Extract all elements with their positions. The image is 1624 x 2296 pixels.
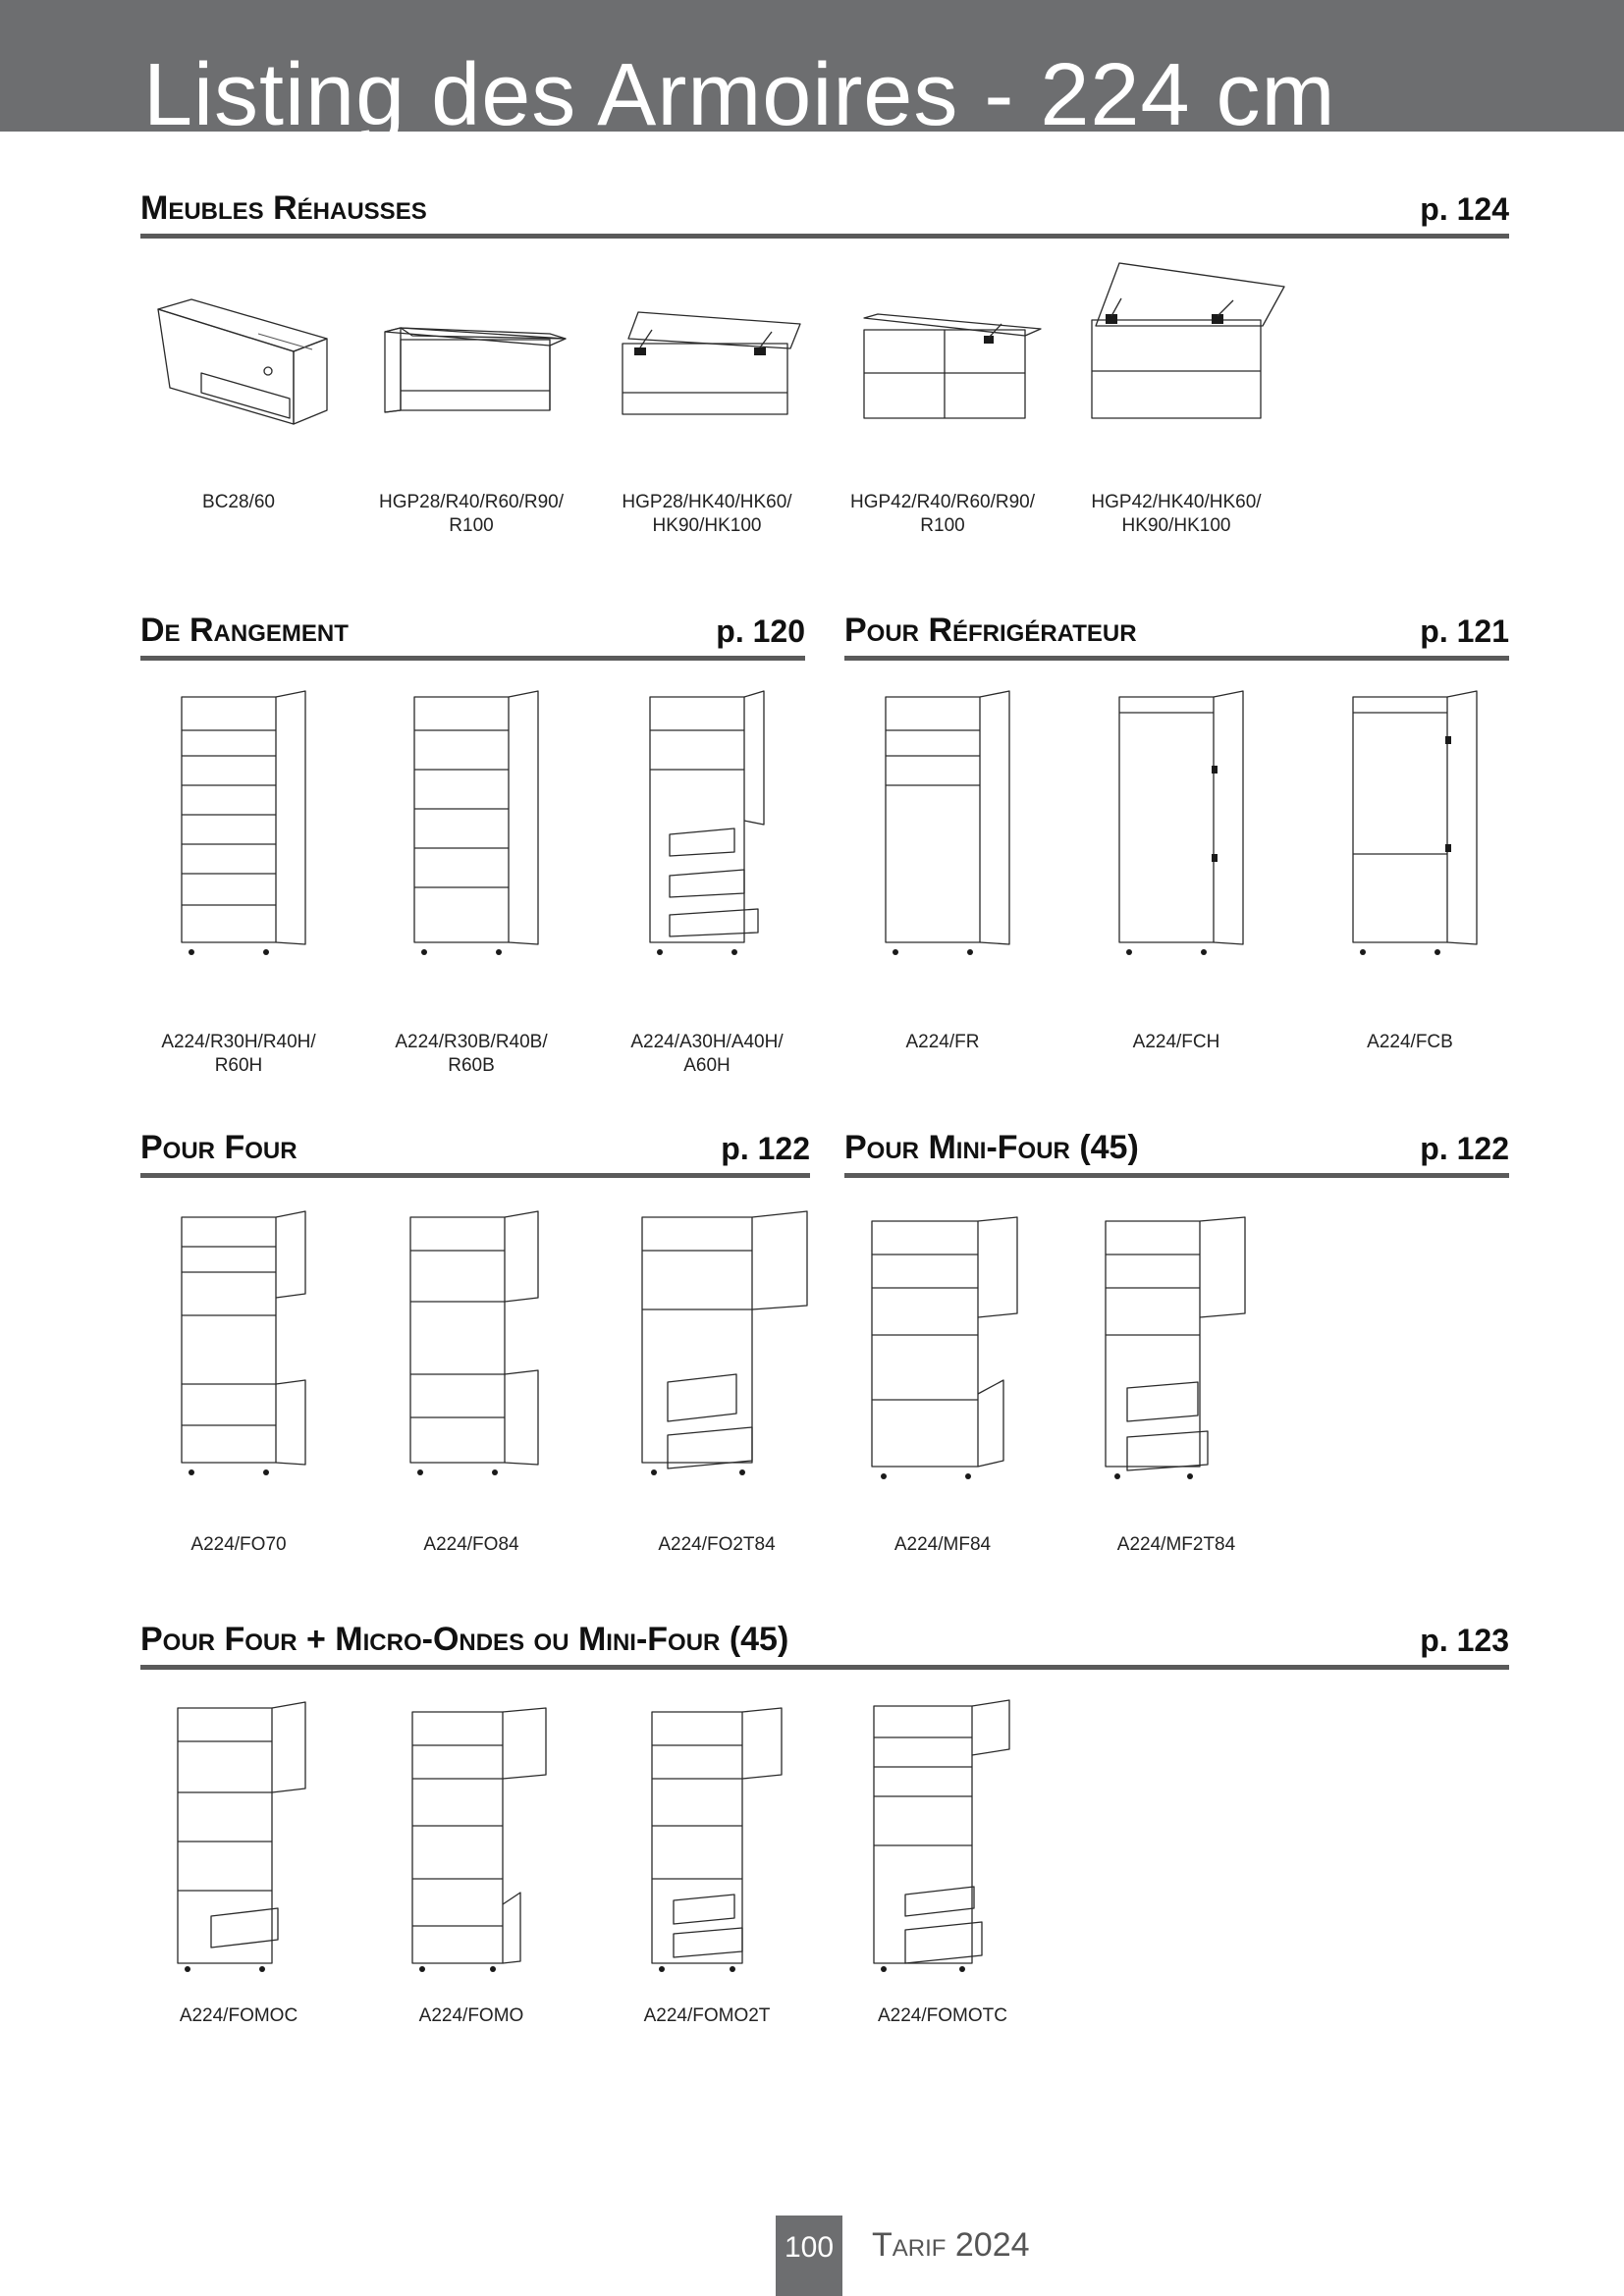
oven-microwave-cabinet-icon	[411, 1707, 547, 1972]
product-item[interactable]: HGP42/HK40/HK60/ HK90/HK100	[1078, 255, 1285, 540]
product-item[interactable]: A224/FOMO	[373, 1698, 569, 2052]
product-code: A224/FOMO	[418, 2005, 524, 2026]
product-code: A224/FOMOTC	[878, 2005, 1007, 2026]
lift-up-wall-unit-icon	[384, 327, 567, 413]
product-item[interactable]: A224/MF2T84	[1078, 1207, 1274, 1561]
product-item[interactable]: A224/FOMOC	[140, 1698, 337, 2052]
product-code: A224/FO2T84	[658, 1534, 776, 1555]
product-code: A224/FCH	[1132, 1032, 1220, 1052]
fridge-cabinet-icon	[1118, 690, 1244, 955]
product-item[interactable]: A224/FCH	[1078, 687, 1274, 1080]
product-item[interactable]: BC28/60	[140, 255, 337, 540]
oven-microwave-cabinet-drawers-icon	[651, 1707, 783, 1972]
product-code: A224/R30H/R40H/ R60H	[161, 1032, 316, 1076]
product-item[interactable]: A224/FO84	[373, 1207, 569, 1561]
product-item[interactable]: A224/FOMO2T	[609, 1698, 805, 2052]
section-page-ref: p. 122	[1420, 1131, 1509, 1166]
product-code: A224/MF84	[893, 1534, 992, 1555]
product-item[interactable]: A224/FCB	[1312, 687, 1508, 1080]
tall-lift-up-wall-unit-hinges-icon	[1091, 262, 1285, 419]
oven-cabinet-icon	[181, 1210, 306, 1475]
product-item[interactable]: A224/FR	[844, 687, 1041, 1080]
product-item[interactable]: HGP28/HK40/HK60/ HK90/HK100	[609, 255, 805, 540]
section-header-rangement: De Rangement p. 120	[140, 599, 805, 661]
footer-label: Tarif 2024	[872, 2226, 1030, 2264]
oven-cabinet-drawers-icon	[641, 1210, 808, 1475]
oven-cabinet-icon	[409, 1210, 539, 1475]
section-header-rehausses: Meubles Réhausses p. 124	[140, 177, 1509, 239]
product-code: HGP42/R40/R60/R90/ R100	[850, 492, 1035, 536]
section-page-ref: p. 121	[1420, 614, 1509, 649]
product-code: A224/MF2T84	[1116, 1534, 1236, 1555]
product-item[interactable]: A224/FO70	[140, 1207, 337, 1561]
section-header-mini-four: Pour Mini-Four (45) p. 122	[844, 1116, 1509, 1178]
product-item[interactable]: A224/MF84	[844, 1207, 1041, 1561]
mini-oven-cabinet-drawers-icon	[1105, 1216, 1246, 1479]
section-page-ref: p. 124	[1420, 191, 1509, 227]
page-number: 100	[784, 2231, 835, 2264]
tall-cabinet-shelves-icon	[181, 690, 306, 955]
product-code: HGP28/R40/R60/R90/ R100	[379, 492, 564, 536]
section-title: Meubles Réhausses	[140, 189, 427, 227]
product-code: A224/R30B/R40B/ R60B	[395, 1032, 548, 1076]
section-title: Pour Four + Micro-Ondes ou Mini-Four (45…	[140, 1621, 789, 1658]
drawer-box-icon	[157, 298, 328, 425]
section-page-ref: p. 120	[716, 614, 805, 649]
product-code: A224/FCB	[1367, 1032, 1453, 1052]
product-code: HGP42/HK40/HK60/ HK90/HK100	[1091, 492, 1262, 536]
product-code: BC28/60	[202, 492, 275, 512]
section-title: Pour Réfrigérateur	[844, 612, 1137, 649]
tall-lift-up-wall-unit-icon	[863, 313, 1042, 419]
fridge-cabinet-icon	[1352, 690, 1478, 955]
section-header-four: Pour Four p. 122	[140, 1116, 810, 1178]
product-code: A224/FOMO2T	[643, 2005, 771, 2026]
page-number-box: 100	[776, 2216, 842, 2296]
product-item[interactable]: A224/FO2T84	[609, 1207, 825, 1561]
product-item[interactable]: A224/A30H/A40H/ A60H	[609, 687, 805, 1080]
fridge-cabinet-icon	[885, 690, 1010, 955]
oven-microwave-cabinet-drawers-icon	[873, 1699, 1010, 1972]
product-item[interactable]: A224/R30H/R40H/ R60H	[140, 687, 337, 1080]
section-page-ref: p. 123	[1420, 1623, 1509, 1658]
tall-cabinet-shelves-icon	[413, 690, 539, 955]
oven-microwave-cabinet-icon	[177, 1701, 306, 1972]
product-code: A224/FR	[905, 1032, 980, 1052]
section-header-four-micro-ondes: Pour Four + Micro-Ondes ou Mini-Four (45…	[140, 1608, 1509, 1670]
section-title: Pour Mini-Four (45)	[844, 1129, 1139, 1166]
product-item[interactable]: HGP28/R40/R60/R90/ R100	[373, 255, 569, 540]
product-code: A224/A30H/A40H/ A60H	[630, 1032, 784, 1076]
product-code: A224/FOMOC	[179, 2005, 298, 2026]
mini-oven-cabinet-icon	[871, 1216, 1018, 1479]
page-title: Listing des Armoires - 224 cm	[143, 46, 1336, 144]
section-title: De Rangement	[140, 612, 349, 649]
section-header-refrigerateur: Pour Réfrigérateur p. 121	[844, 599, 1509, 661]
section-title: Pour Four	[140, 1129, 298, 1166]
product-code: A224/FO70	[190, 1534, 287, 1555]
product-code: A224/FO84	[423, 1534, 519, 1555]
product-item[interactable]: A224/R30B/R40B/ R60B	[373, 687, 569, 1080]
product-item[interactable]: HGP42/R40/R60/R90/ R100	[844, 255, 1042, 540]
lift-up-wall-unit-hinges-icon	[622, 311, 801, 415]
section-page-ref: p. 122	[721, 1131, 810, 1166]
product-code: HGP28/HK40/HK60/ HK90/HK100	[622, 492, 792, 536]
product-item[interactable]: A224/FOMOTC	[844, 1698, 1041, 2052]
header-band	[0, 0, 1624, 132]
tall-cabinet-pullouts-icon	[649, 690, 765, 955]
